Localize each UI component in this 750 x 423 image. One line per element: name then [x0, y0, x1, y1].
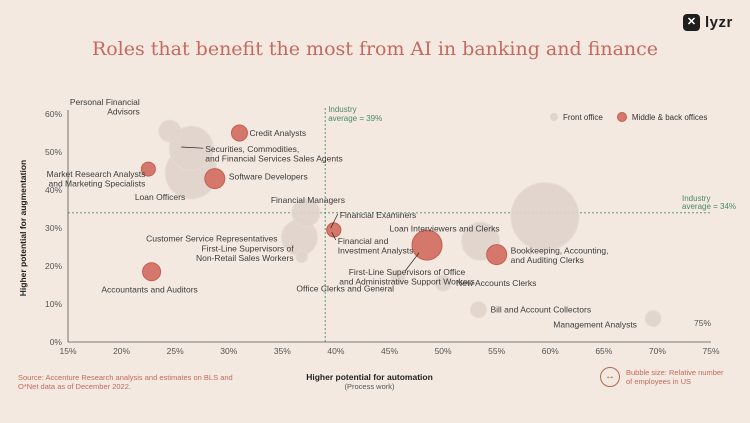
- point-label: Advisors: [107, 107, 140, 117]
- legend-back-swatch: [616, 112, 627, 122]
- point-label: Bill and Account Collectors: [490, 305, 591, 315]
- lyzr-logo-icon: ✕: [683, 14, 700, 31]
- x-tick-label: 35%: [274, 346, 291, 356]
- chart-legend: Front office Middle & back offices: [550, 112, 707, 122]
- point-label: Investment Analysts: [338, 245, 414, 255]
- x-tick-label: 40%: [327, 346, 344, 356]
- point-label: and Auditing Clerks: [511, 255, 584, 265]
- point-label: Bookkeeping, Accounting,: [511, 246, 609, 256]
- chart-title: Roles that benefit the most from AI in b…: [91, 38, 659, 60]
- x-axis-title: Higher potential for automation: [306, 372, 433, 382]
- bubble-point: [510, 182, 580, 252]
- x-tick-label: 65%: [595, 346, 612, 356]
- bubble-point: [486, 244, 508, 266]
- x-tick-label-end: 75%: [694, 318, 711, 328]
- bubble-size-note: ↔ Bubble size: Relative number of employ…: [600, 367, 726, 387]
- y-average-label: Industry: [682, 194, 710, 203]
- legend-front-swatch: [550, 113, 558, 121]
- x-tick-label: 15%: [59, 346, 76, 356]
- point-label: Credit Analysts: [249, 128, 306, 138]
- x-tick-label: 60%: [542, 346, 559, 356]
- point-label: Securities, Commodities,: [205, 144, 299, 154]
- legend-item-front: Front office: [550, 112, 603, 122]
- y-tick-label: 20%: [45, 261, 62, 271]
- brand-logo: ✕ lyzr: [683, 14, 733, 31]
- point-label: Personal Financial: [70, 97, 140, 107]
- brand-name: lyzr: [705, 14, 733, 31]
- bubble-point: [230, 124, 248, 142]
- bubble-point: [204, 168, 226, 190]
- point-label: First-Line Supervisors of Office: [349, 267, 466, 277]
- x-tick-label: 45%: [381, 346, 398, 356]
- bubble-point: [434, 274, 452, 292]
- y-tick-label: 10%: [45, 299, 62, 309]
- bubble-point: [291, 198, 321, 228]
- leader-line: [404, 252, 420, 272]
- point-label: and Administrative Support Workers: [339, 277, 474, 287]
- y-tick-label: 0%: [50, 337, 63, 347]
- x-axis-subtitle: (Process work): [344, 382, 395, 391]
- source-note: Source: Accenture Research analysis and …: [18, 373, 233, 391]
- point-label: and Financial Services Sales Agents: [205, 154, 343, 164]
- bubble-point: [158, 119, 182, 143]
- y-tick-label: 60%: [45, 109, 62, 119]
- legend-item-back: Middle & back offices: [616, 112, 708, 122]
- bubble-size-text: Bubble size: Relative number of employee…: [626, 368, 724, 386]
- point-label: Loan Officers: [135, 192, 185, 202]
- bubble-point: [295, 250, 309, 263]
- leader-line: [331, 232, 337, 241]
- x-average-label: Industry: [328, 105, 356, 114]
- double-arrow-icon: ↔: [600, 367, 620, 387]
- bubble-point: [644, 309, 662, 327]
- bubble-point: [469, 301, 487, 319]
- legend-front-label: Front office: [563, 112, 603, 122]
- y-tick-label: 50%: [45, 147, 62, 157]
- x-tick-label: 25%: [167, 346, 184, 356]
- bubble-point: [140, 161, 156, 177]
- bubble-point: [390, 269, 406, 285]
- point-label: Non-Retail Sales Workers: [196, 253, 294, 263]
- y-tick-label: 30%: [45, 223, 62, 233]
- leader-line: [181, 146, 204, 149]
- x-tick-label: 20%: [113, 346, 130, 356]
- x-tick-label: 70%: [649, 346, 666, 356]
- leader-line: [330, 213, 339, 229]
- point-label: Management Analysts: [553, 319, 637, 329]
- point-label: Customer Service Representatives: [146, 234, 277, 244]
- bubble-point: [142, 262, 162, 282]
- x-tick-label: 50%: [435, 346, 452, 356]
- point-label: Market Research Analysts: [47, 169, 146, 179]
- point-label: Loan Interviewers and Clerks: [390, 223, 500, 233]
- x-average-label: average = 39%: [328, 114, 382, 123]
- x-tick-label: 55%: [488, 346, 505, 356]
- x-tick-label: 75%: [702, 346, 719, 356]
- point-label: First-Line Supervisors of: [201, 244, 294, 254]
- point-label: Software Developers: [229, 172, 308, 182]
- y-tick-label: 40%: [45, 185, 62, 195]
- y-axis-title: Higher potential for augmentation: [18, 160, 28, 296]
- point-label: Office Clerks and General: [296, 283, 394, 293]
- bubble-point: [326, 222, 342, 238]
- point-label: Financial and: [338, 236, 389, 246]
- point-label: and Marketing Specialists: [49, 179, 146, 189]
- legend-back-label: Middle & back offices: [631, 112, 708, 122]
- point-label: Financial Managers: [271, 195, 345, 205]
- bubble-point: [168, 125, 214, 171]
- point-label: Accountants and Auditors: [101, 285, 197, 295]
- bubble-point: [411, 229, 443, 261]
- point-label: Financial Examiners: [340, 210, 417, 220]
- y-average-label: average = 34%: [682, 202, 736, 211]
- point-label: New Accounts Clerks: [456, 278, 536, 288]
- x-tick-label: 30%: [220, 346, 237, 356]
